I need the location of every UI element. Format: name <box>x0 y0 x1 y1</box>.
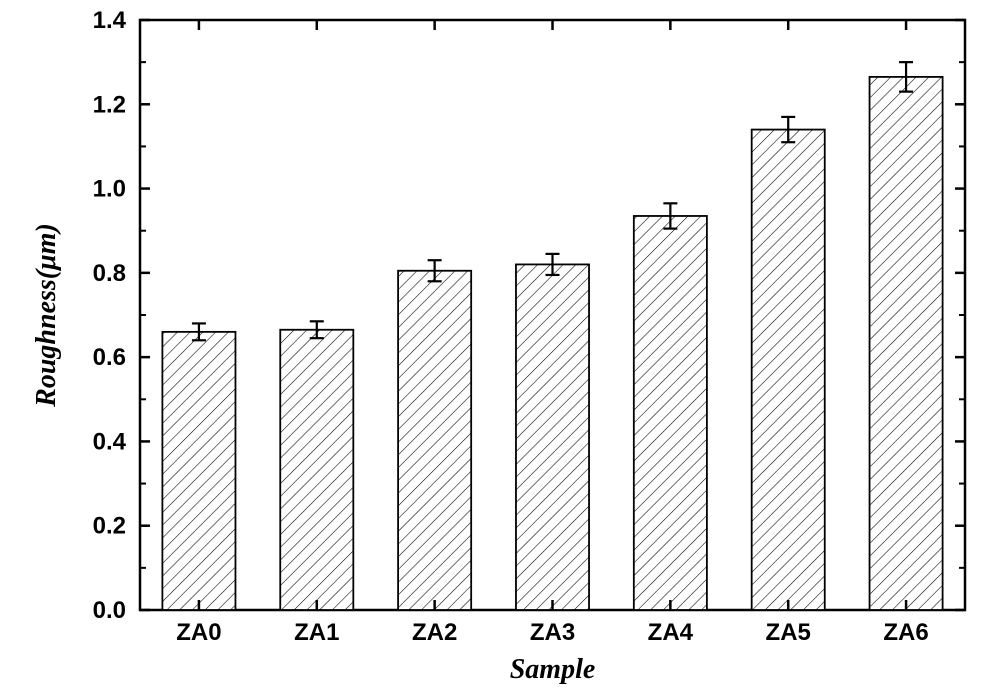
y-axis-label: Roughness(μm) <box>31 223 62 408</box>
xtick-label: ZA3 <box>530 619 575 646</box>
xtick-label: ZA0 <box>176 619 221 646</box>
bar <box>162 323 235 610</box>
bar <box>280 321 353 610</box>
ytick-label: 0.0 <box>93 597 126 624</box>
xtick-label: ZA6 <box>883 619 928 646</box>
bar <box>870 62 943 610</box>
roughness-bar-chart: 0.0 0.2 0.4 0.6 0.8 1.0 1.2 1.4 ZA0 ZA1 ZA2 ZA3 ZA4 Z… <box>0 0 1000 688</box>
chart-container: 0.0 0.2 0.4 0.6 0.8 1.0 1.2 1.4 ZA0 ZA1 ZA2 ZA3 ZA4 Z… <box>0 0 1000 688</box>
ytick-label: 0.4 <box>93 428 127 455</box>
bar <box>398 260 471 610</box>
ytick-label: 0.8 <box>93 260 126 287</box>
bar <box>752 117 825 610</box>
ytick-label: 0.2 <box>93 513 126 540</box>
ytick-label: 1.4 <box>93 7 127 34</box>
xtick-label: ZA5 <box>766 619 811 646</box>
ytick-label: 1.0 <box>93 176 126 203</box>
bar <box>634 203 707 610</box>
ytick-label: 0.6 <box>93 344 126 371</box>
xtick-label: ZA4 <box>648 619 694 646</box>
xtick-label: ZA2 <box>412 619 457 646</box>
x-axis-label: Sample <box>510 654 596 685</box>
xtick-label: ZA1 <box>294 619 339 646</box>
ytick-label: 1.2 <box>93 91 126 118</box>
bar <box>516 254 589 610</box>
